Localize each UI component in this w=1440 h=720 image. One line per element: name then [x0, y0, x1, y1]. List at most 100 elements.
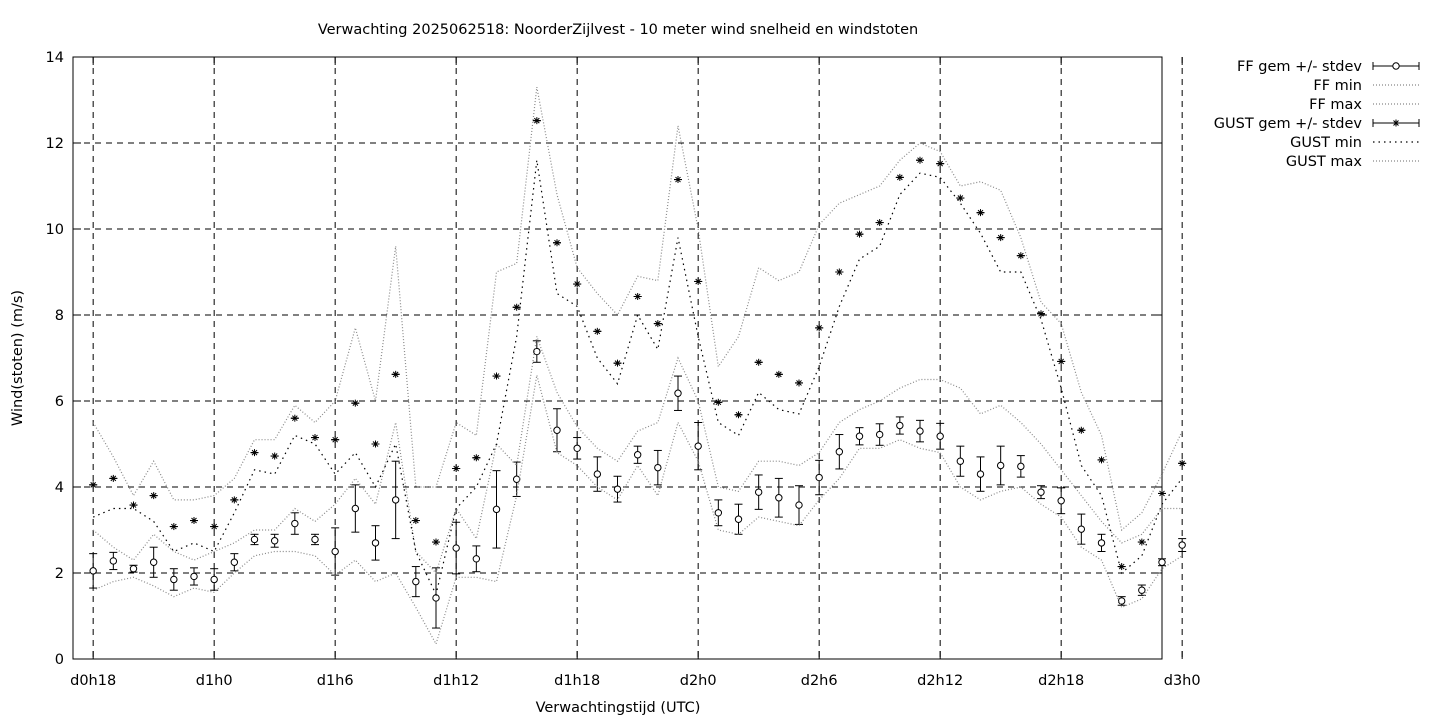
- x-tick-label: d1h12: [433, 673, 479, 689]
- x-tick-label: d2h6: [801, 673, 838, 689]
- data-point: [332, 436, 339, 443]
- legend-label: GUST min: [1290, 135, 1362, 151]
- data-point: [130, 502, 137, 508]
- data-point: [775, 494, 783, 502]
- series-3: [89, 117, 1187, 571]
- data-point: [574, 281, 581, 287]
- data-point: [796, 380, 802, 386]
- series-line: [92, 86, 1183, 532]
- series-0: [89, 340, 1187, 629]
- series-1: [92, 375, 1183, 646]
- data-point: [230, 558, 239, 566]
- data-point: [573, 444, 581, 452]
- plot-frame: [72, 56, 1163, 660]
- x-tick-label: d0h18: [70, 673, 116, 689]
- data-point: [694, 442, 702, 450]
- data-point: [89, 567, 97, 575]
- data-point: [533, 347, 541, 356]
- data-point: [896, 174, 903, 181]
- data-point: [412, 577, 420, 586]
- data-point: [412, 517, 419, 524]
- data-point: [1078, 427, 1085, 434]
- data-point: [554, 239, 560, 246]
- data-point: [90, 481, 97, 488]
- series-line: [92, 336, 1183, 575]
- data-point: [715, 399, 722, 406]
- data-point: [250, 535, 259, 544]
- data-point: [815, 473, 823, 482]
- data-point: [1017, 462, 1025, 471]
- data-point: [856, 231, 863, 238]
- y-tick-label: 0: [55, 652, 64, 668]
- data-point: [976, 470, 985, 478]
- data-point: [775, 371, 782, 378]
- data-point: [936, 432, 944, 440]
- data-point: [1058, 358, 1065, 365]
- legend-marker: [1392, 62, 1400, 70]
- data-point: [452, 544, 460, 552]
- data-point: [917, 157, 923, 164]
- data-point: [211, 523, 218, 530]
- data-point: [654, 463, 662, 472]
- data-point: [1038, 310, 1044, 317]
- series-2: [92, 336, 1183, 575]
- x-axis-label: Verwachtingstijd (UTC): [536, 700, 701, 716]
- data-point: [997, 234, 1004, 241]
- data-point: [633, 451, 642, 459]
- data-point: [251, 449, 258, 456]
- x-tick-label: d1h6: [317, 673, 354, 689]
- data-point: [352, 400, 359, 407]
- data-point: [392, 371, 399, 378]
- data-point: [231, 497, 238, 503]
- data-point: [1159, 490, 1165, 497]
- data-point: [957, 195, 964, 201]
- x-tick-label: d2h0: [680, 673, 717, 689]
- data-point: [634, 293, 641, 300]
- y-axis-label: Wind(stoten) (m/s): [10, 290, 26, 426]
- data-point: [675, 176, 681, 183]
- data-point: [1178, 541, 1186, 549]
- x-axis: d0h18 d1h0 d1h6 d1h12 d1h18 d2h0 d2h6 d2h12 d2h1…: [70, 57, 1201, 689]
- data-point: [835, 448, 844, 456]
- data-point: [916, 427, 924, 435]
- data-point: [754, 488, 763, 496]
- y-tick-label: 14: [46, 50, 64, 66]
- data-point: [170, 575, 178, 584]
- series-line: [92, 160, 1183, 597]
- y-tick-label: 6: [55, 394, 64, 410]
- data-point: [896, 421, 904, 430]
- data-point: [1138, 539, 1145, 545]
- data-point: [614, 360, 621, 367]
- data-point: [695, 278, 702, 285]
- y-tick-label: 12: [46, 136, 64, 152]
- data-point: [291, 415, 298, 422]
- legend-label: GUST gem +/- stdev: [1214, 116, 1363, 132]
- data-point: [1098, 457, 1105, 463]
- data-point: [512, 475, 521, 483]
- data-point: [816, 325, 823, 331]
- data-point: [674, 389, 682, 397]
- legend: FF gem +/- stdev FF min FF max GUST gem +/-…: [1214, 59, 1420, 170]
- legend-label: GUST max: [1286, 154, 1363, 170]
- data-point: [755, 359, 762, 366]
- x-tick-label: d3h0: [1164, 673, 1201, 689]
- data-point: [875, 430, 884, 439]
- data-point: [613, 485, 622, 493]
- data-point: [210, 575, 218, 584]
- series-4: [92, 160, 1183, 597]
- data-point: [311, 535, 319, 544]
- data-point: [734, 515, 743, 523]
- data-point: [433, 539, 439, 545]
- y-tick-label: 8: [55, 308, 64, 324]
- data-point: [1037, 488, 1045, 496]
- data-point: [996, 461, 1005, 470]
- data-point: [513, 304, 520, 311]
- data-point: [270, 537, 279, 545]
- data-point: [735, 411, 742, 418]
- data-point: [291, 519, 299, 528]
- series-5: [92, 86, 1183, 532]
- data-point: [593, 470, 602, 478]
- data-point: [1158, 558, 1166, 566]
- data-point: [473, 454, 480, 461]
